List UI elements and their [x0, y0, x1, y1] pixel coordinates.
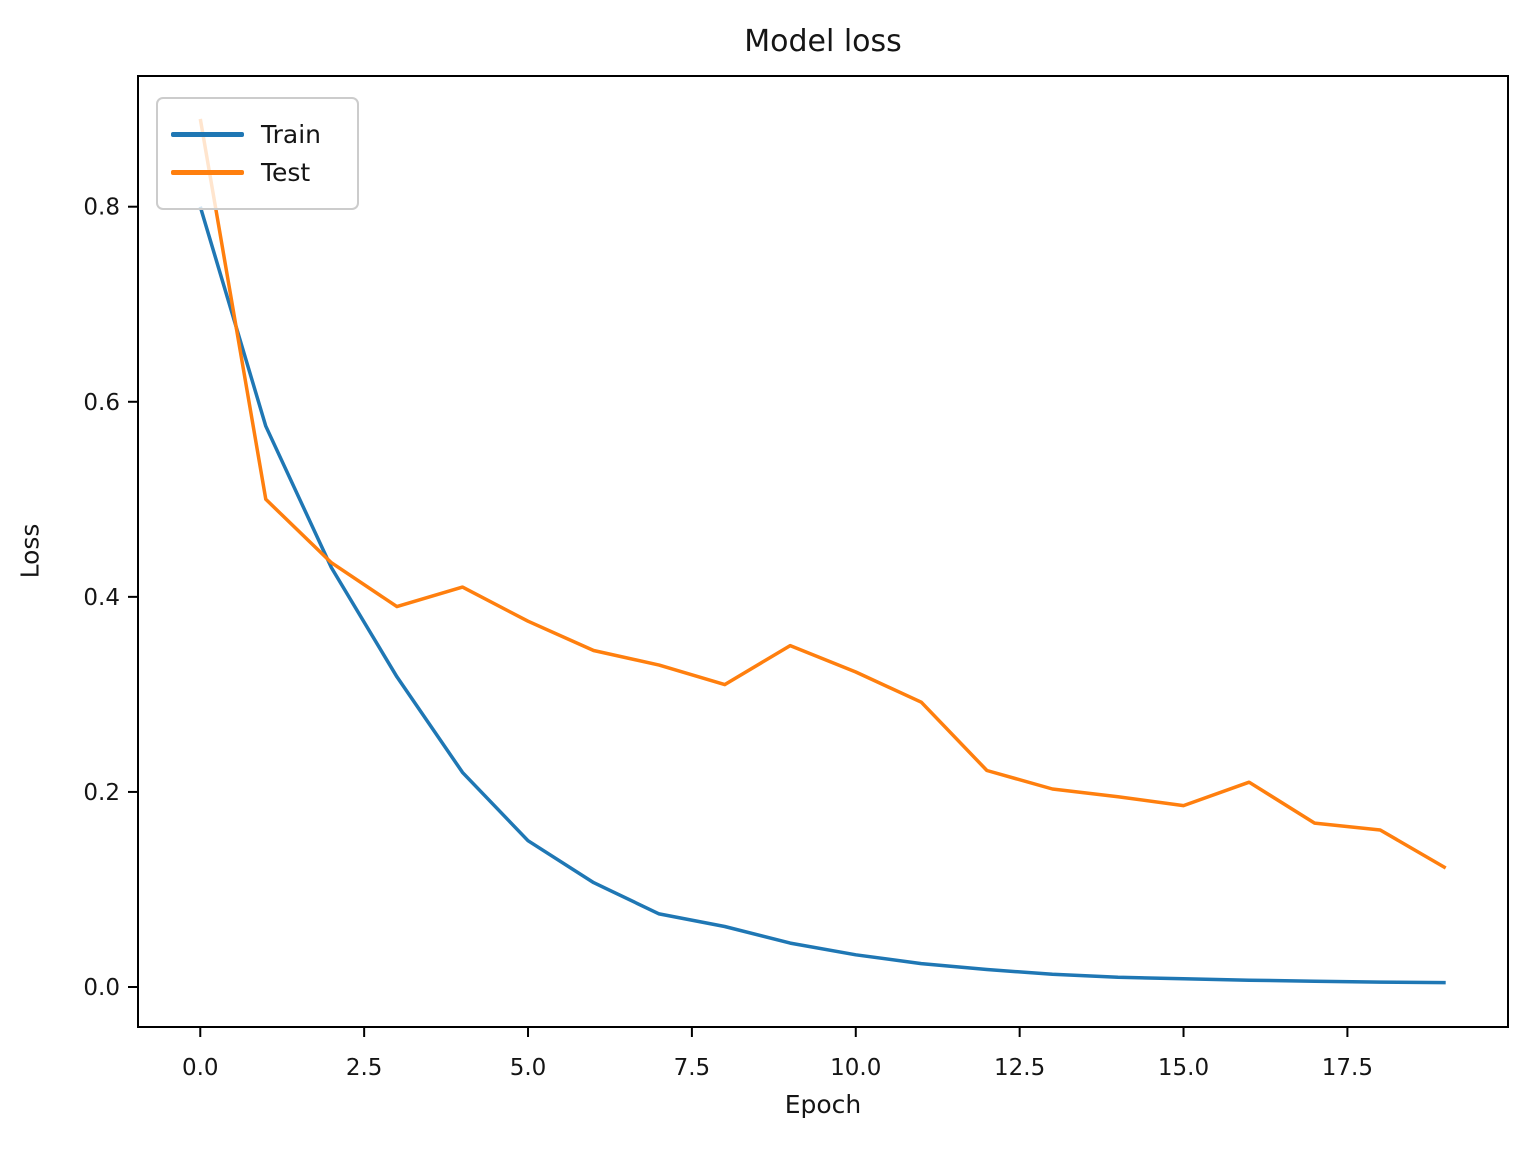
chart-title: Model loss — [744, 24, 902, 59]
x-tick-label: 2.5 — [346, 1055, 383, 1081]
train-loss-line — [198, 206, 1446, 985]
x-tick-label: 7.5 — [674, 1055, 711, 1081]
y-tick-label: 0.2 — [83, 780, 120, 806]
test-line-sample — [171, 170, 244, 175]
axes-spines — [137, 75, 1509, 1028]
x-tick-label: 10.0 — [830, 1055, 881, 1081]
x-axis-label: Epoch — [784, 1090, 862, 1119]
legend: Train Test — [156, 97, 359, 210]
y-axis-label: Loss — [15, 523, 45, 579]
y-tick-label: 0.4 — [83, 585, 120, 611]
legend-item-train: Train — [171, 122, 357, 147]
x-tick-label: 12.5 — [994, 1055, 1045, 1081]
train-line-sample — [171, 132, 244, 137]
y-tick-label: 0.0 — [83, 975, 120, 1001]
legend-label-train: Train — [261, 120, 321, 149]
x-tick-label: 15.0 — [1158, 1055, 1209, 1081]
legend-item-test: Test — [171, 160, 357, 185]
y-tick-label: 0.8 — [83, 195, 120, 221]
legend-label-test: Test — [261, 158, 311, 187]
y-tick-label: 0.6 — [83, 390, 120, 416]
x-tick-label: 17.5 — [1322, 1055, 1373, 1081]
test-loss-line — [198, 118, 1447, 870]
x-tick-label: 5.0 — [510, 1055, 547, 1081]
x-tick-label: 0.0 — [182, 1055, 219, 1081]
